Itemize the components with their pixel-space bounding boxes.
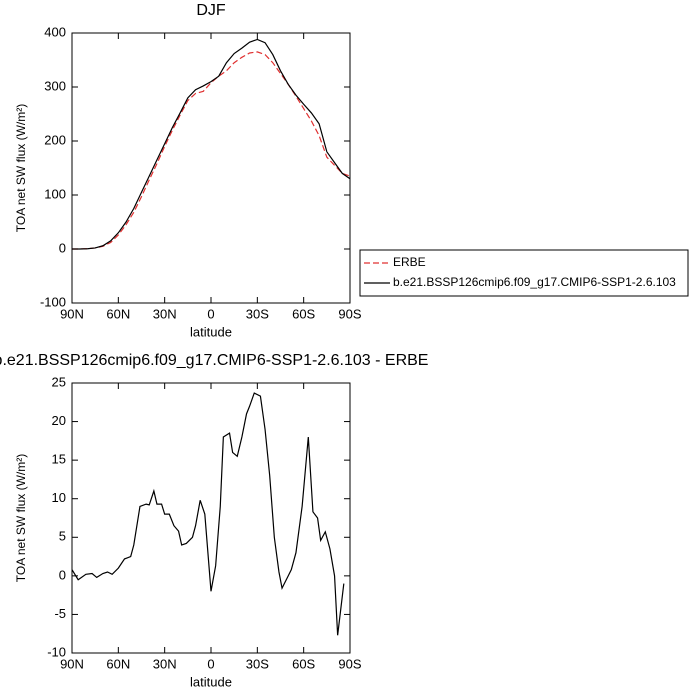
x-tick-label: 30S <box>246 656 269 671</box>
x-tick-label: 90S <box>338 656 361 671</box>
y-tick-label: 300 <box>44 78 66 93</box>
legend-label: ERBE <box>393 255 426 269</box>
x-tick-label: 60S <box>292 656 315 671</box>
legend-label: b.e21.BSSP126cmip6.f09_g17.CMIP6-SSP1-2.… <box>393 275 676 289</box>
y-tick-label: 5 <box>59 529 66 544</box>
series-line <box>71 392 345 636</box>
y-tick-label: 20 <box>52 413 66 428</box>
x-tick-label: 30N <box>153 306 177 321</box>
x-tick-label: 60S <box>292 306 315 321</box>
legend-box <box>359 249 689 297</box>
x-tick-label: 0 <box>207 306 214 321</box>
y-tick-label: -5 <box>54 606 66 621</box>
y-tick-label: 15 <box>52 452 66 467</box>
x-tick-label: 90N <box>60 306 84 321</box>
y-tick-label: 200 <box>44 132 66 147</box>
x-tick-label: 0 <box>207 656 214 671</box>
x-tick-label: 60N <box>106 306 130 321</box>
y-axis-label: TOA net SW flux (W/m²) <box>14 454 28 582</box>
chart-title: b.e21.BSSP126cmip6.f09_g17.CMIP6-SSP1-2.… <box>0 352 428 369</box>
x-tick-label: 30S <box>246 306 269 321</box>
y-tick-label: 100 <box>44 186 66 201</box>
series-line <box>72 51 351 250</box>
x-tick-label: 90S <box>338 306 361 321</box>
y-tick-label: -10 <box>47 644 66 659</box>
x-tick-label: 30N <box>153 656 177 671</box>
x-tick-label: 90N <box>60 656 84 671</box>
y-tick-label: 0 <box>59 567 66 582</box>
x-tick-label: 60N <box>106 656 130 671</box>
plot-frame <box>71 382 351 654</box>
plot-frame <box>71 32 351 304</box>
y-tick-label: 10 <box>52 490 66 505</box>
y-tick-label: 0 <box>59 240 66 255</box>
x-axis-label: latitude <box>190 324 232 339</box>
chart-title: DJF <box>196 2 226 19</box>
y-tick-label: 400 <box>44 24 66 39</box>
y-tick-label: 25 <box>52 374 66 389</box>
x-axis-label: latitude <box>190 674 232 689</box>
y-tick-label: -100 <box>40 294 66 309</box>
y-axis-label: TOA net SW flux (W/m²) <box>14 104 28 232</box>
series-line <box>72 38 351 250</box>
